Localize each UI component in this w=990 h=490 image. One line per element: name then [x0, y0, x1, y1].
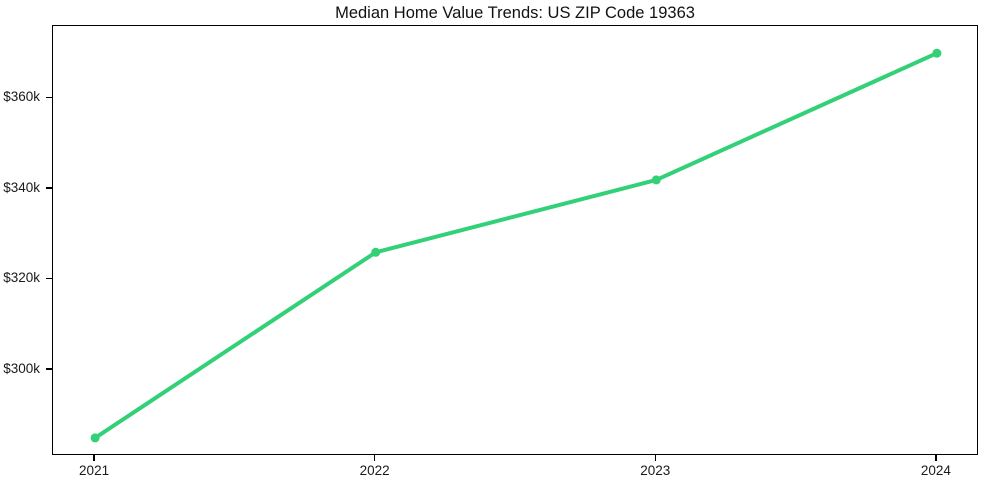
y-tick-mark — [46, 187, 52, 189]
y-tick-mark — [46, 96, 52, 99]
x-tick-label: 2023 — [640, 463, 671, 478]
x-tick-label: 2022 — [359, 463, 390, 478]
x-tick-label: 2021 — [79, 463, 110, 478]
data-point-marker — [90, 433, 100, 443]
trend-line — [93, 51, 939, 440]
y-tick-label: $360k — [3, 89, 40, 105]
line-chart-svg — [90, 48, 942, 443]
x-tick-mark — [935, 455, 937, 461]
data-point-marker — [371, 247, 381, 257]
plot-area — [52, 25, 978, 455]
y-tick-mark — [46, 368, 52, 370]
chart-title: Median Home Value Trends: US ZIP Code 19… — [335, 4, 695, 22]
y-tick-label: $320k — [3, 270, 40, 286]
y-tick-label: $340k — [3, 179, 40, 195]
x-tick-mark — [93, 455, 95, 461]
x-tick-mark — [654, 455, 657, 461]
data-point-marker — [651, 175, 661, 185]
data-point-marker — [932, 48, 942, 58]
y-tick-label: $300k — [3, 361, 40, 376]
y-tick-mark — [46, 277, 52, 280]
x-tick-label: 2024 — [920, 463, 951, 478]
x-tick-mark — [373, 455, 376, 461]
